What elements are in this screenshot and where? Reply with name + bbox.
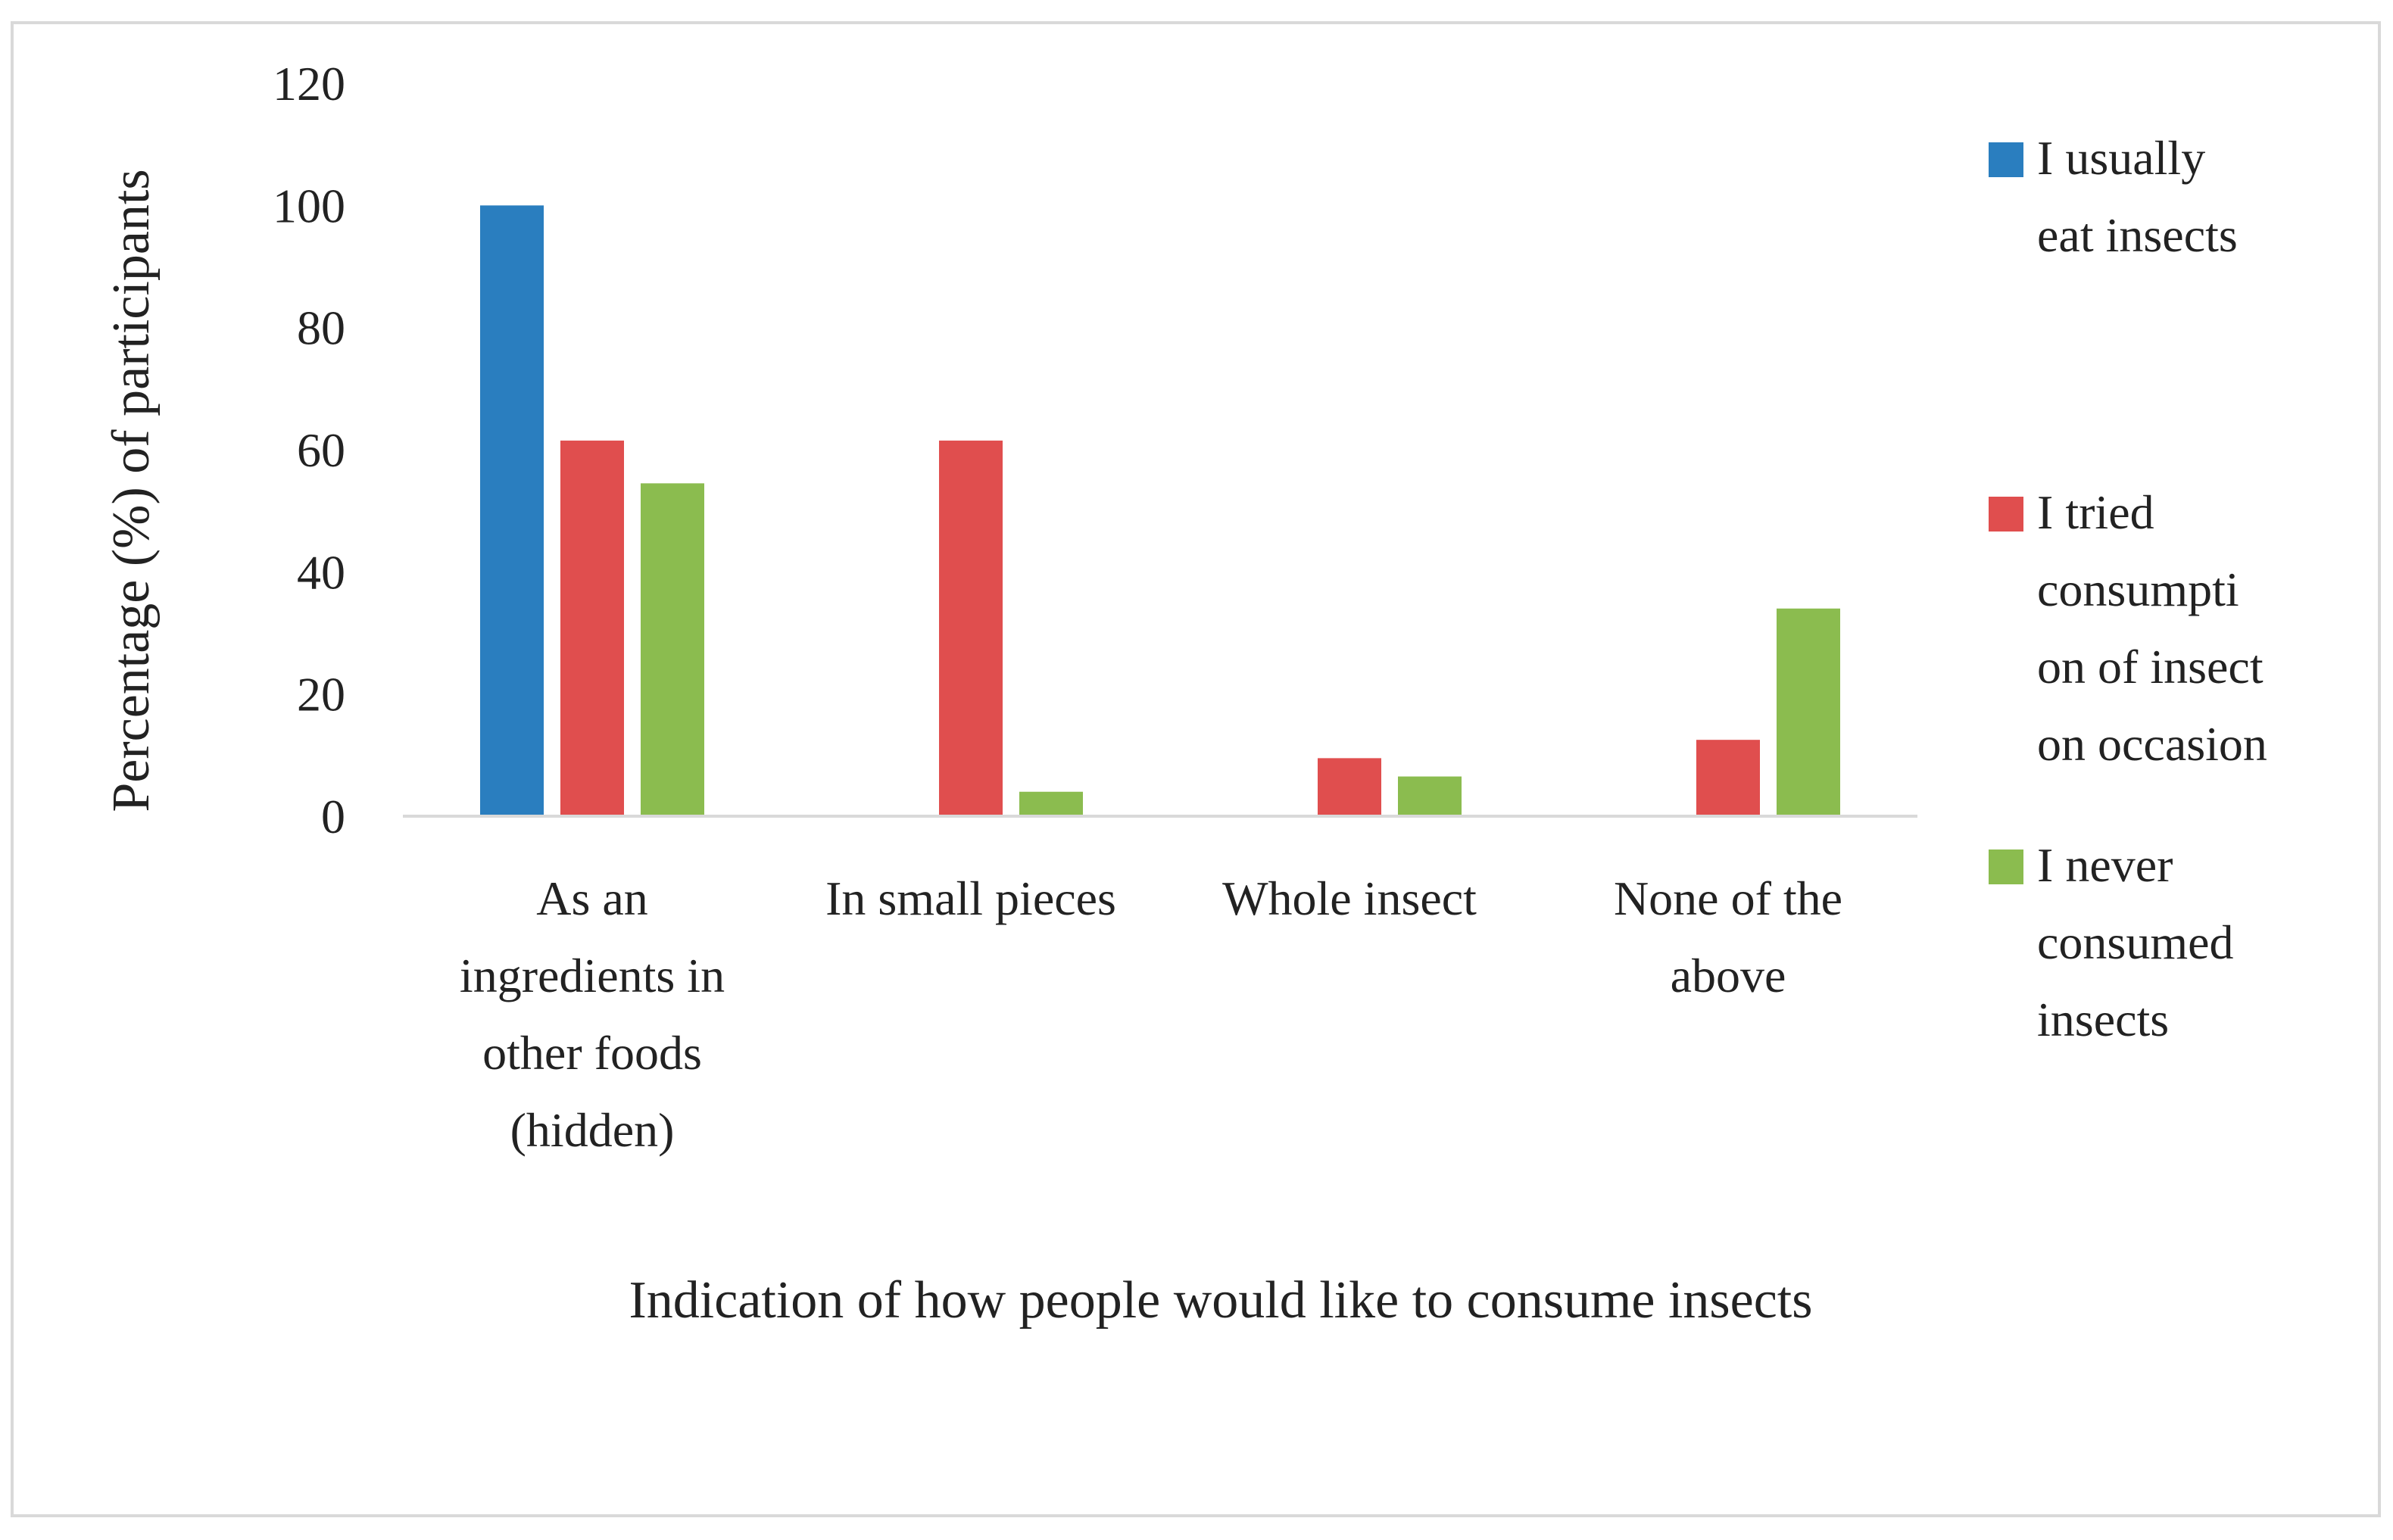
bar-series-2-category-4 bbox=[1696, 740, 1760, 816]
legend-label: I tried consumpti on of insect on occasion bbox=[2037, 485, 2267, 771]
chart-frame bbox=[11, 21, 2381, 1517]
x-category-label: None of the above bbox=[1614, 871, 1842, 1002]
x-category-label: In small pieces bbox=[825, 871, 1116, 925]
legend-swatch bbox=[1989, 849, 2023, 884]
x-category-label: Whole insect bbox=[1222, 871, 1477, 925]
x-category-labels: As an ingredients in other foods (hidden) In… bbox=[460, 871, 1842, 1157]
legend: I usually eat insects I tried consumpti on o… bbox=[1989, 131, 2267, 1046]
bar-series-2-category-2 bbox=[939, 440, 1003, 816]
x-category-label: As an ingredients in other foods (hidden) bbox=[460, 871, 725, 1157]
bar-series-3-category-4 bbox=[1777, 608, 1840, 816]
legend-label: I usually eat insects bbox=[2037, 131, 2238, 262]
bar-series-2-category-1 bbox=[560, 440, 624, 816]
bar-series-3-category-3 bbox=[1398, 776, 1462, 816]
y-tick-label: 20 bbox=[297, 668, 345, 722]
x-axis-title: Indication of how people would like to c… bbox=[629, 1271, 1812, 1330]
y-tick-label: 60 bbox=[297, 423, 345, 477]
y-tick-label: 120 bbox=[273, 57, 345, 111]
bar-series-3-category-1 bbox=[641, 483, 704, 816]
bar-series-2-category-3 bbox=[1318, 758, 1381, 816]
y-tick-label: 40 bbox=[297, 545, 345, 599]
legend-swatch bbox=[1989, 142, 2023, 177]
y-tick-label: 80 bbox=[297, 301, 345, 355]
legend-swatch bbox=[1989, 497, 2023, 532]
y-tick-label: 100 bbox=[273, 179, 345, 232]
y-tick-labels: 0 20 40 60 80 100 120 bbox=[273, 57, 345, 843]
y-tick-label: 0 bbox=[321, 790, 345, 843]
bar-series-3-category-2 bbox=[1019, 791, 1083, 816]
legend-label: I never consumed insects bbox=[2037, 838, 2234, 1046]
y-axis-title: Percentage (%) of participants bbox=[102, 169, 161, 812]
bars-layer bbox=[480, 205, 1840, 816]
bar-series-1-category-1 bbox=[480, 205, 544, 816]
